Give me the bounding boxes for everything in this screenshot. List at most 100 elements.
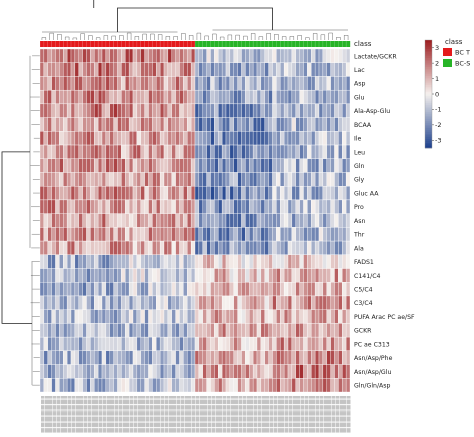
heatmap-cell (167, 48, 172, 63)
heatmap-cell (307, 199, 312, 214)
heatmap-cell (113, 144, 118, 159)
heatmap-cell (307, 336, 312, 352)
class-cell (264, 41, 269, 47)
heatmap-cell (210, 282, 215, 297)
heatmap-cell (55, 76, 60, 91)
heatmap-cell (264, 103, 269, 118)
heatmap-cell (121, 131, 126, 146)
heatmap-cell (214, 227, 219, 242)
heatmap-cell (345, 213, 351, 228)
heatmap-cell (280, 117, 285, 132)
heatmap-cell (175, 350, 180, 365)
class-cell (129, 41, 134, 47)
heatmap-cell (159, 254, 165, 269)
heatmap-cell (345, 364, 351, 379)
heatmap-cell (187, 89, 192, 105)
heatmap-cell (175, 240, 180, 255)
heatmap-cell (101, 268, 107, 283)
heatmap-cell (39, 144, 45, 159)
heatmap-cell (66, 378, 72, 393)
heatmap-cell (105, 240, 110, 255)
heatmap-cell (121, 295, 126, 310)
heatmap-cell (295, 213, 300, 228)
heatmap-cell (43, 323, 48, 338)
heatmap-cell (299, 76, 304, 91)
heatmap-cell (109, 131, 114, 146)
heatmap-cell (268, 186, 273, 201)
heatmap-cell (113, 186, 118, 201)
heatmap-cell (206, 172, 211, 187)
heatmap-cell (287, 254, 293, 269)
heatmap-cell (268, 268, 273, 283)
heatmap-cell (338, 295, 343, 310)
heatmap-cell (268, 378, 273, 393)
heatmap-cell (256, 350, 262, 365)
heatmap-cell (156, 309, 161, 324)
heatmap-cell (152, 172, 157, 187)
column-label: |||||||||||||||||||||||||||||||||||||| (316, 396, 320, 433)
heatmap-cell (144, 350, 149, 365)
heatmap-cell (214, 240, 219, 255)
heatmap-cell (206, 117, 211, 132)
heatmap-cell (311, 172, 316, 187)
heatmap-cell (125, 117, 130, 132)
heatmap-cell (221, 213, 227, 228)
heatmap-cell (86, 172, 91, 187)
heatmap-cell (187, 378, 192, 393)
heatmap-cell (221, 48, 227, 63)
heatmap-cell (206, 336, 211, 352)
heatmap-cell (43, 48, 48, 63)
heatmap-cell (249, 186, 254, 201)
column-label: |||||||||||||||||||||||||||||||||||||| (266, 396, 270, 433)
heatmap-cell (105, 350, 110, 365)
heatmap-cell (187, 131, 192, 146)
heatmap-cell (268, 323, 273, 338)
heatmap-cell (82, 172, 87, 187)
heatmap-cell (51, 240, 56, 255)
heatmap-cell (97, 336, 103, 352)
heatmap-cell (175, 199, 180, 214)
heatmap-cell (82, 199, 87, 214)
heatmap-cell (117, 282, 122, 297)
row-label: C5/C4 (354, 287, 373, 294)
heatmap-cell (78, 282, 83, 297)
heatmap-cell (338, 172, 343, 187)
heatmap-cell (264, 268, 269, 283)
heatmap-cell (221, 144, 227, 159)
heatmap-cell (86, 323, 91, 338)
heatmap-cell (105, 76, 110, 91)
class-cell (82, 41, 87, 47)
heatmap-cell (82, 254, 87, 269)
heatmap-cell (121, 268, 126, 283)
heatmap-cell (82, 117, 87, 132)
column-label: |||||||||||||||||||||||||||||||||||||| (122, 396, 126, 433)
heatmap-cell (171, 199, 176, 214)
heatmap-cell (113, 131, 118, 146)
class-cell (183, 41, 188, 47)
heatmap-cell (156, 336, 161, 352)
heatmap-cell (163, 103, 169, 118)
heatmap-cell (152, 309, 157, 324)
heatmap-cell (179, 295, 184, 310)
heatmap-cell (338, 364, 343, 379)
heatmap-cell (163, 158, 169, 173)
heatmap-cell (299, 199, 304, 214)
heatmap-cell (299, 309, 304, 324)
heatmap-cell (175, 378, 180, 393)
heatmap-cell (117, 89, 122, 105)
heatmap-cell (59, 144, 64, 159)
heatmap-cell (167, 336, 172, 352)
heatmap-cell (214, 254, 219, 269)
heatmap-cell (148, 103, 153, 118)
column-label: |||||||||||||||||||||||||||||||||||||| (196, 396, 200, 433)
heatmap-cell (175, 227, 180, 242)
heatmap-cell (229, 144, 234, 159)
heatmap-cell (97, 309, 103, 324)
column-label: |||||||||||||||||||||||||||||||||||||| (223, 396, 227, 433)
heatmap-cell (86, 227, 91, 242)
class-cell (51, 41, 56, 47)
heatmap-cell (291, 240, 296, 255)
heatmap-cell (345, 76, 351, 91)
heatmap-cell (233, 268, 238, 283)
